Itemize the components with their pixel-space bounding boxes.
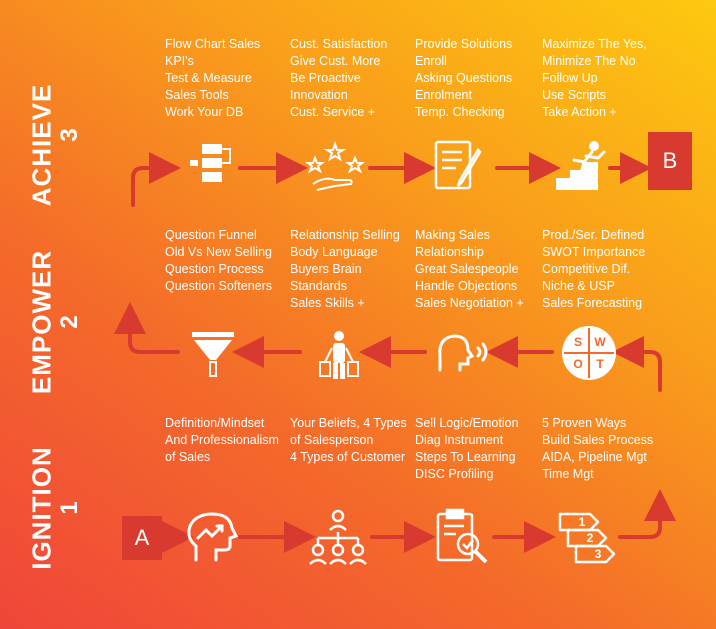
stage-number-achieve: 3 (56, 128, 83, 142)
topic-line: Innovation (290, 88, 348, 102)
topic-line: Old Vs New Selling (165, 245, 272, 259)
stage-name-ignition: IGNITION (26, 446, 57, 570)
topic-line: Use Scripts (542, 88, 606, 102)
topic-line: Sales Forecasting (542, 296, 643, 310)
swot-letter-t: T (596, 357, 604, 371)
topic-line: Great Salespeople (415, 262, 519, 276)
team-hierarchy-icon (309, 509, 367, 565)
topic-line: Minimize The No (542, 54, 636, 68)
topic-line: Question Softeners (165, 279, 273, 293)
topic-line: And Professionalism (165, 433, 279, 447)
topic-line: Sales Negotiation + (415, 296, 524, 310)
topic-line: Flow Chart Sales (165, 37, 261, 51)
topic-line: Asking Questions (415, 71, 513, 85)
ignition-topic-4: 5 Proven Ways Build Sales Process AIDA, … (542, 415, 653, 483)
topic-line: Test & Measure (165, 71, 252, 85)
topic-line: Build Sales Process (542, 433, 654, 447)
achieve-entry-arrow (131, 152, 181, 207)
ignition-topic-2: Your Beliefs, 4 Types of Salesperson 4 T… (290, 415, 407, 466)
swot-letter-w: W (594, 335, 606, 349)
achieve-topic-1: Flow Chart Sales KPI's Test & Measure Sa… (165, 36, 260, 121)
achieve-topic-2: Cust. Satisfaction Give Cust. More Be Pr… (290, 36, 387, 121)
topic-line: Handle Objections (415, 279, 518, 293)
topic-line: DISC Profiling (415, 467, 494, 481)
topic-line: Work Your DB (165, 105, 244, 119)
achieve-topic-3: Provide Solutions Enroll Asking Question… (415, 36, 512, 121)
topic-line: 4 Types of Customer (290, 450, 406, 464)
ignition-exit-arrow (618, 489, 676, 539)
topic-line: SWOT Importance (542, 245, 646, 259)
funnel-icon (192, 332, 234, 377)
topic-line: Sales Skills + (290, 296, 365, 310)
topic-line: Prod./Ser. Defined (542, 228, 645, 242)
empower-topic-4: Prod./Ser. Defined SWOT Importance Compe… (542, 227, 645, 312)
empower-exit-arrow (114, 302, 180, 354)
end-marker-b: B (648, 132, 692, 190)
topic-line: Cust. Satisfaction (290, 37, 388, 51)
stars-hand-icon (305, 140, 365, 191)
step-number-3: 3 (595, 547, 602, 561)
topic-line: Enroll (415, 54, 447, 68)
start-marker-a: A (122, 516, 162, 560)
topic-line: Sell Logic/Emotion (415, 416, 519, 430)
stage-name-achieve: ACHIEVE (26, 83, 57, 207)
topic-line: Your Beliefs, 4 Types (290, 416, 407, 430)
ignition-topic-1: Definition/Mindset And Professionalism o… (165, 415, 279, 466)
numbered-steps-icon: 1 2 3 (558, 512, 616, 564)
topic-line: of Sales (165, 450, 211, 464)
topic-line: of Salesperson (290, 433, 374, 447)
topic-line: Standards (290, 279, 347, 293)
swot-letter-o: O (573, 357, 582, 371)
topic-line: Enrolment (415, 88, 472, 102)
empower-topic-3: Making Sales Relationship Great Salespeo… (415, 227, 524, 312)
stage-number-empower: 2 (56, 315, 83, 329)
topic-line: Definition/Mindset (165, 416, 265, 430)
topic-line: Question Funnel (165, 228, 257, 242)
clipboard-magnifier-icon (436, 508, 488, 564)
topic-line: Follow Up (542, 71, 598, 85)
topic-line: Niche & USP (542, 279, 615, 293)
brain-chart-icon (187, 512, 239, 562)
topic-line: Give Cust. More (290, 54, 381, 68)
topic-line: Making Sales (415, 228, 491, 242)
achieve-topic-4: Maximize The Yes, Minimize The No Follow… (542, 36, 647, 121)
topic-line: Buyers Brain (290, 262, 362, 276)
topic-line: Relationship (415, 245, 484, 259)
swot-letter-s: S (574, 335, 582, 349)
topic-line: 5 Proven Ways (542, 416, 627, 430)
topic-line: Provide Solutions (415, 37, 513, 51)
ignition-topic-3: Sell Logic/Emotion Diag Instrument Steps… (415, 415, 519, 483)
runner-stairs-icon (556, 141, 606, 190)
topic-line: Temp. Checking (415, 105, 505, 119)
step-number-1: 1 (579, 515, 586, 529)
topic-line: Steps To Learning (415, 450, 516, 464)
topic-line: KPI's (165, 54, 194, 68)
swot-circle-icon: S W O T (562, 326, 616, 380)
empower-entry-arrow (612, 336, 662, 392)
topic-line: Body Language (290, 245, 378, 259)
speaking-head-icon (438, 334, 488, 372)
step-number-2: 2 (587, 531, 594, 545)
document-pen-icon (434, 140, 482, 190)
topic-line: Diag Instrument (415, 433, 504, 447)
topic-line: Cust. Service + (290, 105, 376, 119)
topic-line: Take Action + (542, 105, 617, 119)
stage-number-ignition: 1 (56, 501, 83, 515)
topic-line: Maximize The Yes, (542, 37, 647, 51)
flowchart-icon (190, 144, 231, 182)
topic-line: Relationship Selling (290, 228, 400, 242)
topic-line: Be Proactive (290, 71, 361, 85)
stage-name-empower: EMPOWER (26, 249, 57, 395)
empower-topic-2: Relationship Selling Body Language Buyer… (290, 227, 400, 312)
empower-topic-1: Question Funnel Old Vs New Selling Quest… (165, 227, 272, 295)
topic-line: Time Mgt (542, 467, 594, 481)
topic-line: Question Process (165, 262, 264, 276)
topic-line: Competitive Dif. (542, 262, 631, 276)
topic-line: AIDA, Pipeline Mgt (542, 450, 647, 464)
shopper-bags-icon (319, 331, 359, 379)
topic-line: Sales Tools (165, 88, 229, 102)
